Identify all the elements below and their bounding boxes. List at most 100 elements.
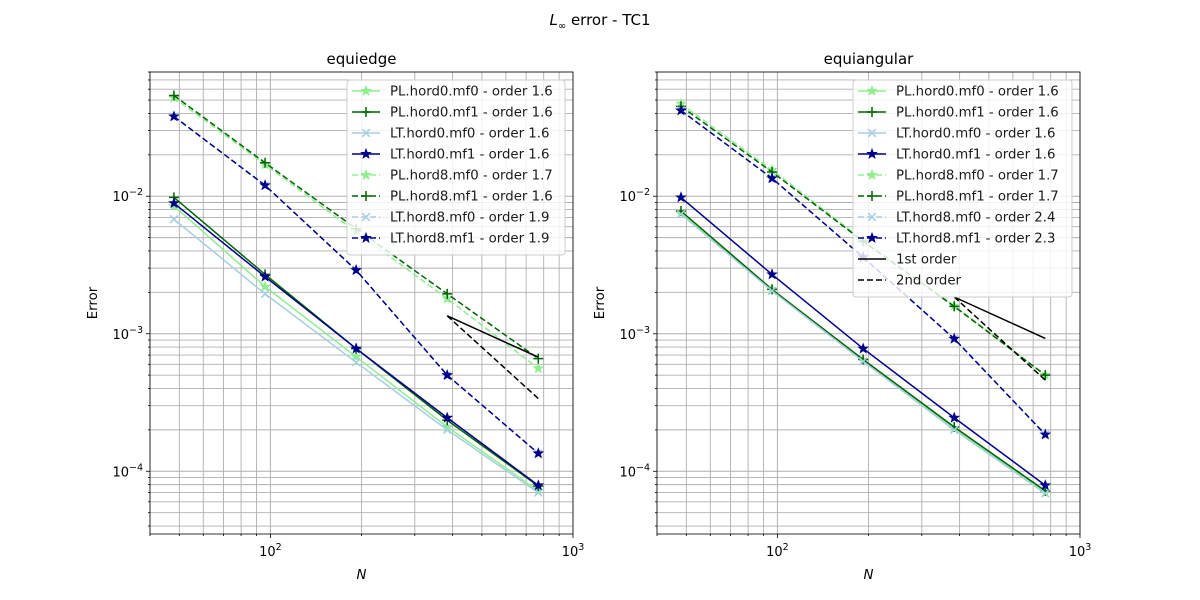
legend-item-pl-hord8-mf1-order-1-7: PL.hord8.mf1 - order 1.7 <box>858 190 1059 205</box>
x-tick-label: 103 <box>1069 542 1092 560</box>
series-lt-hord0-mf1-order-1-6-point <box>350 342 362 354</box>
legend-swatch-marker <box>361 212 371 222</box>
tick-label-base: 10 <box>112 328 129 343</box>
panel-equiangular-axes-frame <box>656 71 1081 535</box>
tick-label-base: 10 <box>1069 545 1086 560</box>
legend-frame <box>346 79 566 256</box>
legend-swatch-marker <box>361 191 371 201</box>
reference-line-1st-order <box>953 296 1046 340</box>
series-lt-hord0-mf1-order-1-6-point <box>259 270 271 282</box>
legend-item-pl-hord0-mf1-order-1-6: PL.hord0.mf1 - order 1.6 <box>858 106 1059 121</box>
legend-swatch-marker <box>867 128 877 138</box>
legend-item-lt-hord8-mf0-order-1-9: LT.hord8.mf0 - order 1.9 <box>352 211 549 226</box>
legend-label: PL.hord0.mf1 - order 1.6 <box>390 106 553 121</box>
series-lt-hord0-mf0-order-1-6 <box>169 214 543 497</box>
legend-swatch-marker <box>867 107 877 117</box>
panel-equiedge-title: equiedge <box>327 50 397 68</box>
legend-item-pl-hord8-mf0-order-1-7: PL.hord8.mf0 - order 1.7 <box>352 169 553 184</box>
series-pl-hord8-mf1-order-1-6-point <box>168 90 179 101</box>
tick-label-exponent: 2 <box>783 542 789 553</box>
y-tick-label: 10−2 <box>619 187 650 205</box>
series-lt-hord0-mf0-order-1-6-point <box>351 357 361 367</box>
legend-swatch-marker <box>360 84 372 96</box>
tick-label-base: 10 <box>619 328 636 343</box>
legend-label: LT.hord0.mf1 - order 1.6 <box>390 148 549 163</box>
legend-swatch-marker <box>866 168 878 180</box>
legend-item-lt-hord8-mf1-order-2-3: LT.hord8.mf1 - order 2.3 <box>858 232 1055 247</box>
series-pl-hord0-mf0-order-1-6-point <box>259 280 271 292</box>
series-lt-hord0-mf0-order-1-6-point <box>858 357 868 366</box>
legend-item-pl-hord0-mf1-order-1-6: PL.hord0.mf1 - order 1.6 <box>352 106 553 121</box>
legend-swatch-marker <box>361 107 371 117</box>
tick-label-base: 10 <box>112 190 129 205</box>
tick-label-exponent: −2 <box>636 187 650 198</box>
figure-suptitle: L∞ error - TC1 <box>549 11 650 32</box>
series-lt-hord8-mf1-order-1-9 <box>168 110 545 459</box>
legend-item-lt-hord0-mf1-order-1-6: LT.hord0.mf1 - order 1.6 <box>858 148 1055 163</box>
series-lt-hord8-mf1-order-1-9-point <box>441 369 454 381</box>
series-lt-hord0-mf1-order-1-6-point <box>532 479 545 491</box>
tick-label-exponent: −3 <box>636 325 650 336</box>
legend-item-pl-hord8-mf0-order-1-7: PL.hord8.mf0 - order 1.7 <box>858 169 1059 184</box>
series-lt-hord0-mf0-order-1-6-point <box>533 488 543 497</box>
series-lt-hord0-mf0-order-1-6-point <box>442 425 452 435</box>
tick-label-base: 10 <box>619 190 636 205</box>
tick-label-base: 10 <box>259 545 276 560</box>
tick-label-exponent: −2 <box>129 187 143 198</box>
series-lt-hord8-mf1-order-2-3-point <box>675 104 687 116</box>
series-lt-hord8-mf1-order-1-9-point <box>532 447 545 459</box>
series-lt-hord8-mf1-order-1-9-point <box>259 179 271 191</box>
panel-equiedge-y-axis-label: Error <box>86 286 101 319</box>
legend-frame <box>852 79 1073 298</box>
legend-swatch-marker <box>360 147 372 159</box>
series-lt-hord0-mf1-order-1-6 <box>168 197 545 491</box>
legend-label: LT.hord0.mf0 - order 1.6 <box>390 127 549 142</box>
legend-label: 1st order <box>896 253 957 268</box>
y-tick-label: 10−3 <box>112 325 143 343</box>
y-tick-label: 10−2 <box>112 187 143 205</box>
legend-item-1st-order: 1st order <box>858 253 957 268</box>
tick-label-base: 10 <box>112 465 129 480</box>
x-tick-label: 102 <box>766 542 789 560</box>
series-lt-hord0-mf0-order-1-6-point <box>676 209 686 219</box>
legend-label: PL.hord8.mf1 - order 1.7 <box>896 190 1059 205</box>
legend-item-lt-hord8-mf1-order-1-9: LT.hord8.mf1 - order 1.9 <box>352 232 549 247</box>
legend-label: PL.hord0.mf0 - order 1.6 <box>896 85 1059 100</box>
legend-label: PL.hord8.mf0 - order 1.7 <box>896 169 1059 184</box>
series-pl-hord8-mf0-order-1-7-point <box>532 362 545 374</box>
series-lt-hord0-mf1-order-1-6-point <box>766 268 778 280</box>
panel-equiedge-x-axis-label: N <box>357 568 367 583</box>
series-lt-hord8-mf1-order-2-3-point <box>766 172 778 184</box>
series-lt-hord0-mf1-order-1-6-point <box>441 411 454 423</box>
series-pl-hord8-mf1-order-1-7-point <box>949 301 960 312</box>
series-pl-hord0-mf1-order-1-6-point <box>767 284 778 295</box>
legend-swatch-marker <box>360 168 372 180</box>
legend-swatch-marker <box>867 191 877 201</box>
legend-label: LT.hord8.mf1 - order 1.9 <box>390 232 549 247</box>
x-tick-label: 103 <box>562 542 585 560</box>
y-tick-label: 10−4 <box>619 462 650 480</box>
suptitle-subscript: ∞ <box>558 21 566 32</box>
series-pl-hord8-mf1-order-1-6-point <box>260 157 271 168</box>
tick-label-exponent: −4 <box>636 462 650 473</box>
legend-item-lt-hord0-mf0-order-1-6: LT.hord0.mf0 - order 1.6 <box>352 127 549 142</box>
series-lt-hord0-mf1-order-1-6-point <box>857 342 869 354</box>
series-pl-hord8-mf1-order-1-6-point <box>442 288 453 299</box>
panel-equiedge-legend: PL.hord0.mf0 - order 1.6 PL.hord0.mf1 - o… <box>346 79 566 256</box>
legend-item-pl-hord0-mf0-order-1-6: PL.hord0.mf0 - order 1.6 <box>858 85 1059 100</box>
panel-equiangular-legend: PL.hord0.mf0 - order 1.6 PL.hord0.mf1 - o… <box>852 79 1073 298</box>
series-lt-hord0-mf1-order-1-6 <box>675 191 1052 491</box>
panel-equiangular-title: equiangular <box>824 50 915 68</box>
legend-label: 2nd order <box>896 274 962 289</box>
y-tick-label: 10−3 <box>619 325 650 343</box>
legend-item-2nd-order: 2nd order <box>858 274 962 289</box>
series-pl-hord0-mf0-order-1-6-point <box>350 350 362 362</box>
legend-swatch-marker <box>361 128 371 138</box>
series-lt-hord8-mf1-order-2-3-point <box>1039 428 1052 440</box>
series-lt-hord0-mf0-order-1-6-point <box>260 289 270 299</box>
legend-item-lt-hord8-mf0-order-2-4: LT.hord8.mf0 - order 2.4 <box>858 211 1055 226</box>
series-lt-hord0-mf1-order-1-6-point <box>1039 479 1052 491</box>
legend-swatch-marker <box>360 231 372 243</box>
legend-swatch-marker <box>866 231 878 243</box>
